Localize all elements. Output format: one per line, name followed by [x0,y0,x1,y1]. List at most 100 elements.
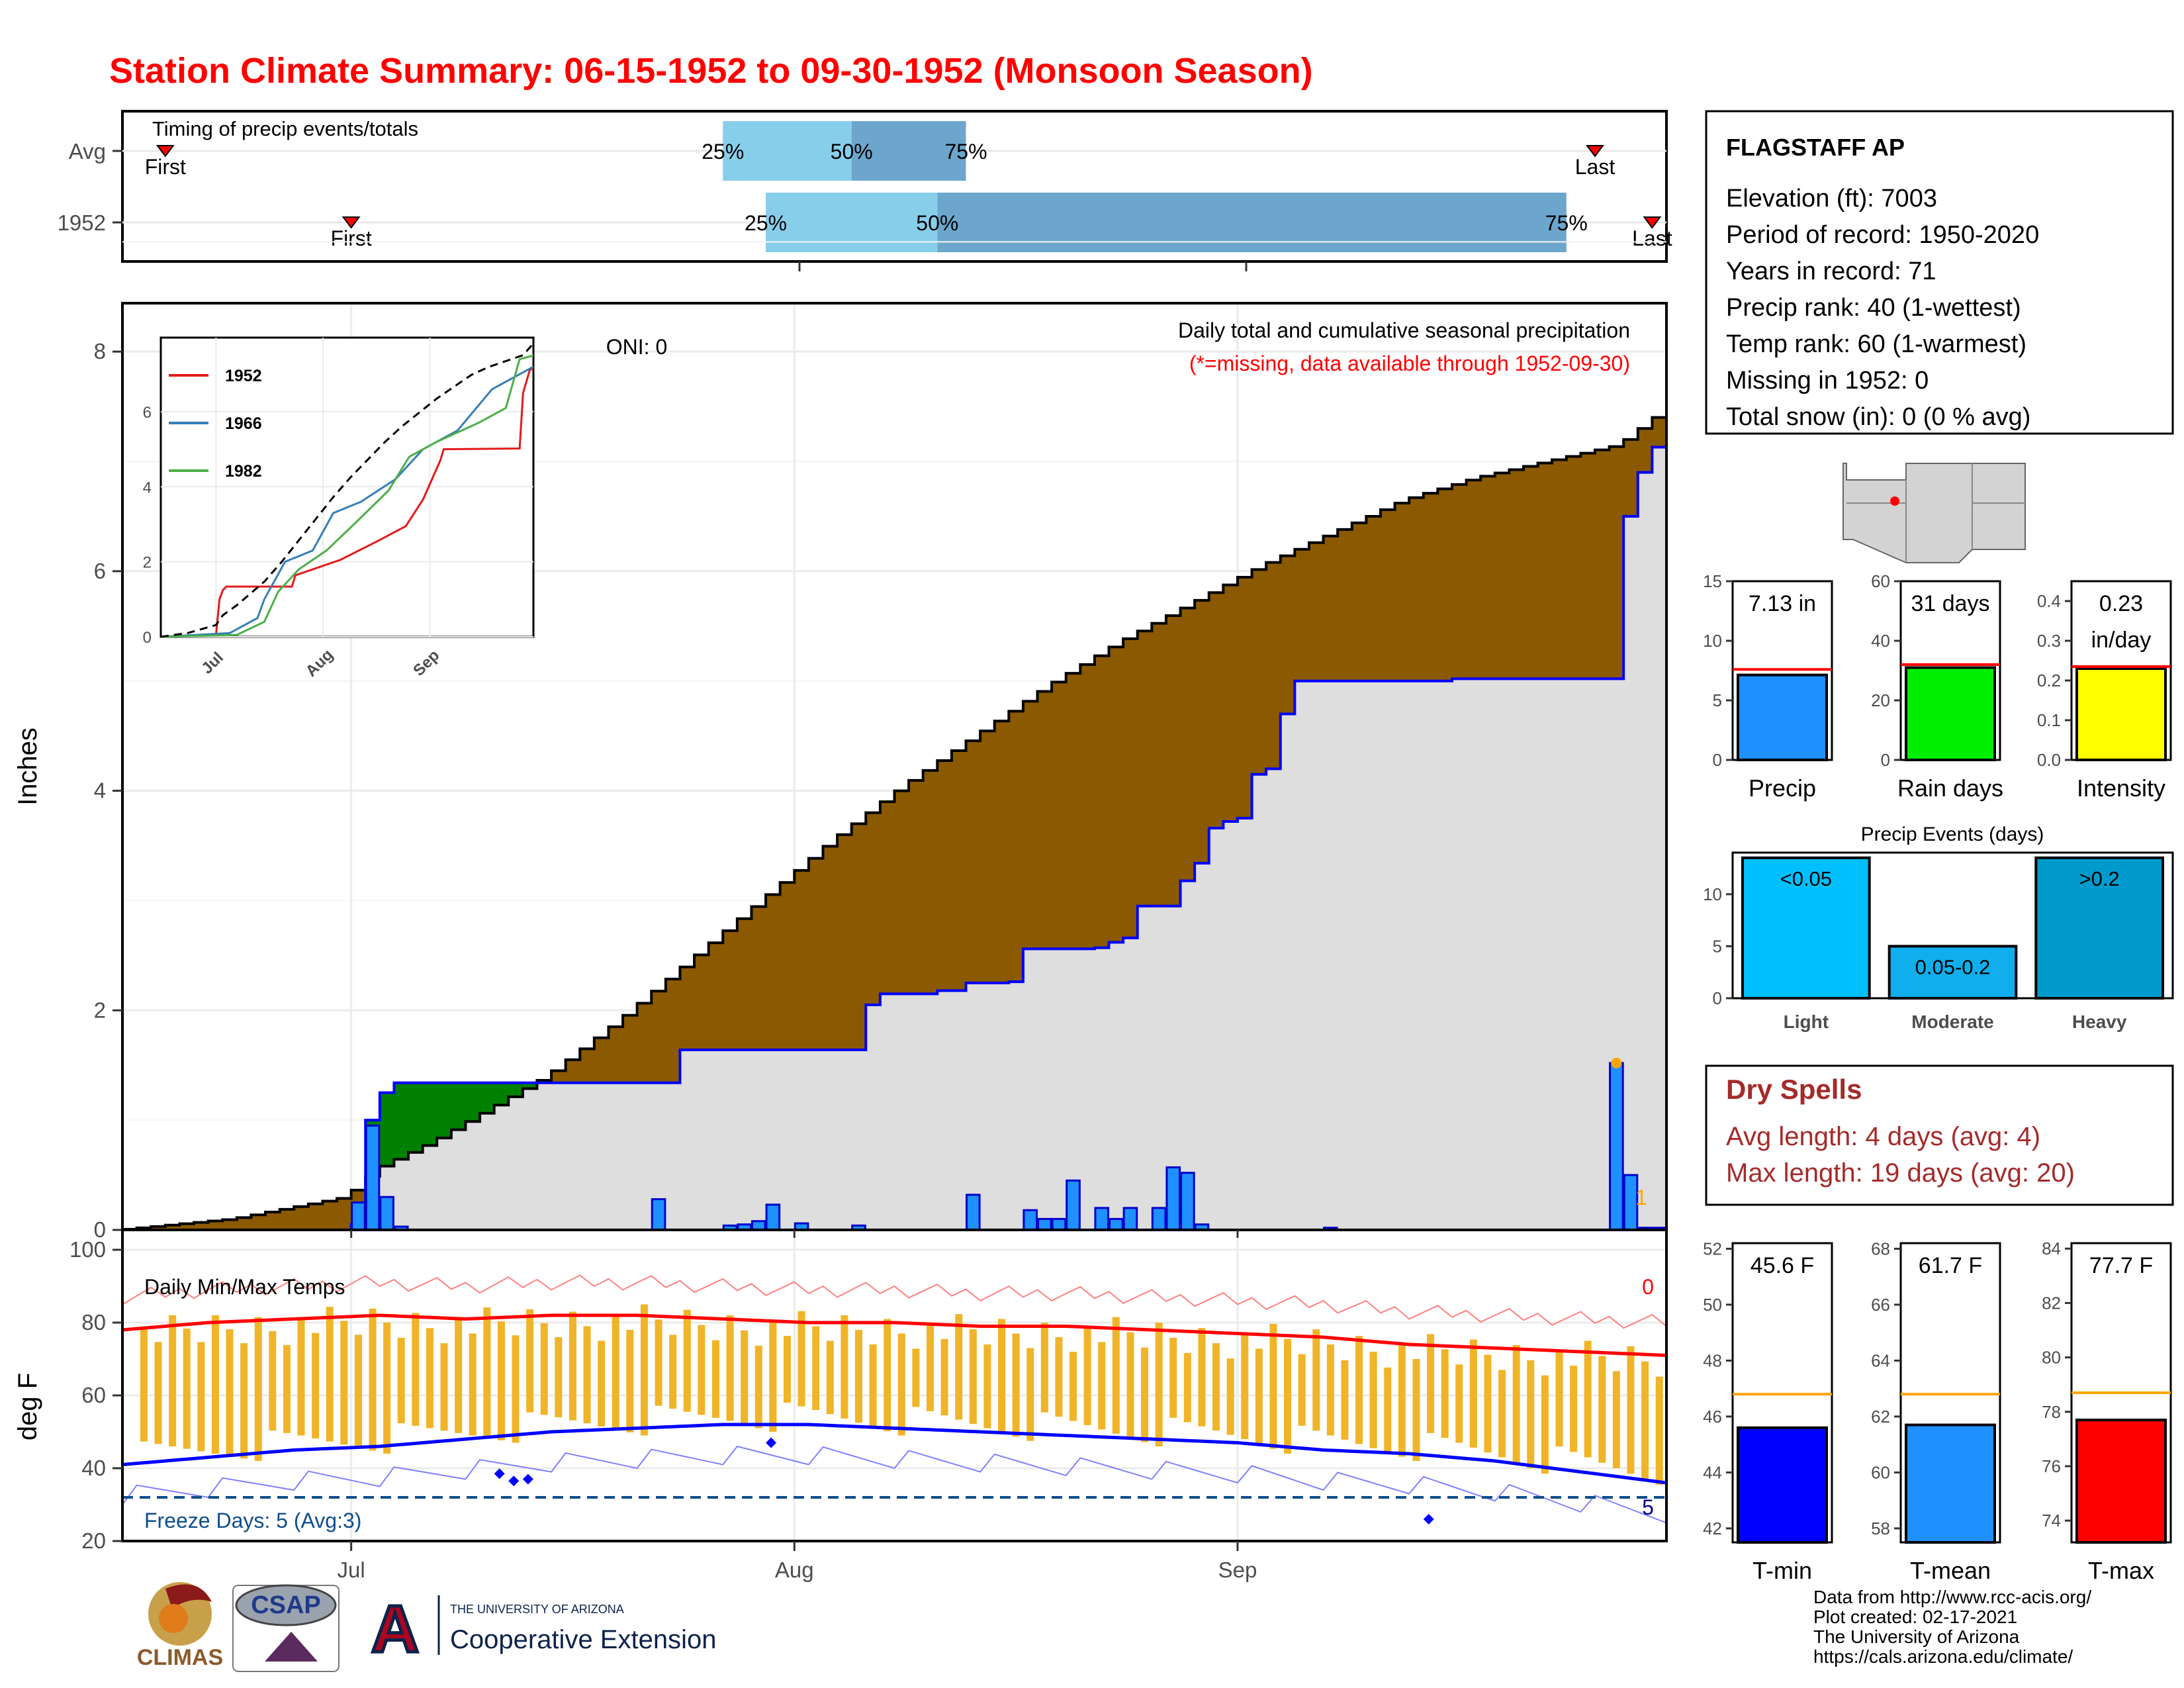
cumulative-area [1251,774,1267,1230]
deficit-area [1066,673,1081,949]
deficit-area [923,770,938,994]
precip-panel: 0 2 4 6 8 Inches ONI: 0 Daily total and cumu… [13,241,1668,1242]
first-label: First [145,155,186,179]
cumulative-area [522,1088,537,1230]
precip-plot [122,416,1667,1231]
record-high-line [122,1274,1667,1329]
deficit-area [1652,417,1667,447]
cumulative-area [1094,947,1110,1230]
cumulative-area [637,1082,652,1230]
deficit-area [1295,549,1310,681]
footer-credits: Data from http://www.rcc-acis.org/ Plot … [1813,1587,2091,1667]
y-tick-label: 100 [69,1237,106,1262]
summary-bar-value-unit: in/day [2091,628,2152,653]
cumulative-area [737,1050,752,1230]
summary-bar-tick: 76 [2042,1456,2061,1476]
last-label: Last [1575,155,1615,179]
station-detail-line: Period of record: 1950-2020 [1726,221,2039,249]
deficit-area [565,1059,580,1083]
y-tick-label: 2 [94,998,106,1022]
summary-bar-tick: 66 [1871,1295,1890,1315]
daily-precip-bar [1109,1217,1124,1231]
summary-bar-tick: 60 [1871,571,1890,591]
station-detail-line: Precip rank: 40 (1-wettest) [1726,294,2021,322]
summary-bar-value-label: 61.7 F [1919,1253,1982,1278]
cumulative-area [966,982,981,1230]
deficit-area [1537,463,1553,679]
cumulative-area [837,1050,852,1230]
deficit-area [1609,446,1624,679]
temperature-summary-bars: 42 44 46 48 50 52 45.6 F T-min 58 60 62 64 66 68 61.7 … [1703,1239,2172,1584]
timing-title: Timing of precip events/totals [152,117,418,140]
daily-precip-bar [1151,1207,1167,1231]
timing-pct-label: 75% [1545,211,1588,235]
map-region [1843,463,2026,563]
summary-bar-tick: 50 [1703,1295,1722,1315]
events-bar [1741,856,1871,1000]
cumulative-area [1366,680,1381,1230]
deficit-area [651,991,666,1083]
deficit-area [294,1206,309,1230]
events-bar [2034,856,2164,1000]
events-bar-label: <0.05 [1780,867,1832,890]
summary-bar-tick: 52 [1703,1239,1722,1258]
station-details: Elevation (ft): 7003 Period of record: 19… [1726,185,2039,431]
cumulative-area [780,1050,795,1230]
deficit-area [236,1217,251,1230]
daily-precip-bar [1037,1217,1052,1231]
surplus-area [451,1082,466,1130]
summary-bar-value-label: 31 days [1911,591,1989,616]
y-tick-label: 20 [81,1528,106,1553]
cumulative-area [1123,937,1138,1230]
cumulative-area [494,1105,509,1230]
ua-logo-letter: A [371,1592,419,1666]
deficit-area [1366,516,1381,681]
cumulative-area [1466,679,1481,1230]
deficit-area [708,943,723,1050]
temp-y-label: deg F [13,1373,42,1440]
surplus-area [379,1092,394,1166]
cumulative-area [1494,679,1510,1230]
timing-pct-label: 50% [916,211,958,235]
cumulative-area [565,1082,580,1230]
inset-series-line [160,354,534,638]
deficit-area [222,1219,238,1230]
inset-avg-line [160,342,535,638]
summary-bar-value [1905,1423,1996,1544]
x-tick-label: Sep [1218,1558,1257,1582]
surplus-area [408,1082,424,1152]
summary-bar-tick: 62 [1871,1407,1890,1427]
summary-bar-tick: 0 [1881,750,1890,770]
record-low-marker [1423,1514,1434,1524]
cumulative-1952-line [122,445,1666,1231]
cumulative-area [551,1082,567,1230]
events-bar [1888,945,2018,1000]
cumulative-area [1423,680,1438,1230]
summary-bar-tick: 0.1 [2037,710,2061,730]
ua-logo: A THE UNIVERSITY OF ARIZONA Cooperative … [364,1587,716,1668]
timing-bar-25-50 [723,121,852,181]
cumulative-area [909,994,924,1230]
summary-bar-value [1905,666,1996,761]
cumulative-area [508,1096,523,1230]
cumulative-area [766,1050,781,1230]
deficit-area [1451,484,1467,679]
deficit-area [151,1226,166,1230]
daily-precip-bar [365,1124,381,1231]
csap-logo-text: CSAP [251,1591,321,1619]
deficit-area [308,1203,323,1230]
summary-bar-label: Precip [1749,774,1816,802]
summary-bar-tick: 84 [2042,1239,2061,1258]
events-category-label: Moderate [1911,1011,1993,1032]
station-frame [1705,110,2174,435]
x-tick-label: Aug [775,1558,814,1582]
cumulative-area [1066,949,1081,1230]
cumulative-area [880,994,895,1230]
deficit-area [1208,592,1224,828]
timing-pct-label: 25% [745,211,787,235]
daily-precip-bar [1609,1062,1624,1231]
events-y-tick: 5 [1713,936,1722,956]
deficit-area [951,751,967,991]
deficit-area [1423,493,1438,681]
